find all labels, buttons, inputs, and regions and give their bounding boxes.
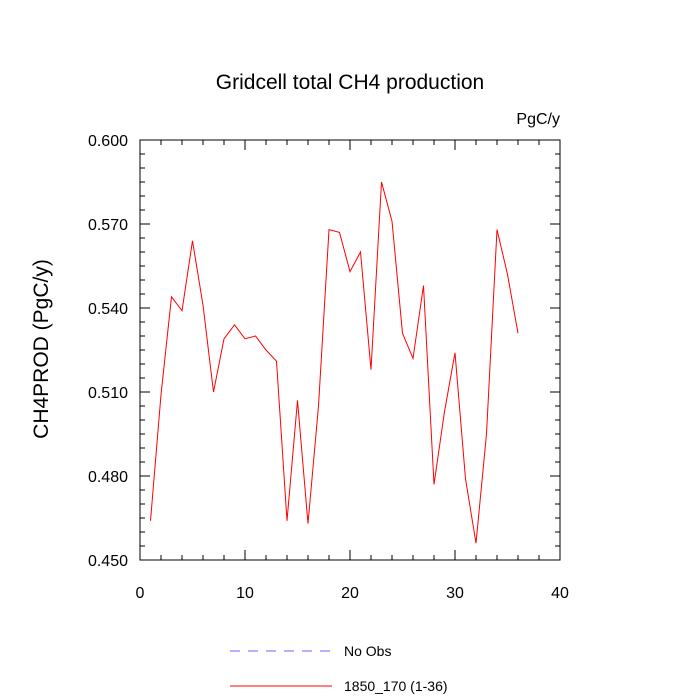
series-line — [150, 181, 519, 544]
tick-labels: 0 10 20 30 40 0.450 0.480 0.510 0.540 0.570 0.600 — [88, 133, 569, 602]
legend-label: No Obs — [344, 643, 391, 659]
x-tick-label: 10 — [236, 585, 254, 602]
y-tick-label: 0.540 — [88, 301, 128, 318]
axis-ticks — [139, 139, 561, 561]
units-label: PgC/y — [516, 111, 560, 128]
x-tick-label: 0 — [136, 585, 145, 602]
x-tick-label: 30 — [446, 585, 464, 602]
y-axis-label: CH4PROD (PgC/y) — [30, 259, 53, 439]
chart-title: Gridcell total CH4 production — [216, 71, 484, 94]
plot-frame — [139, 139, 561, 561]
y-tick-label: 0.600 — [88, 133, 128, 150]
y-tick-label: 0.450 — [88, 553, 128, 570]
y-tick-label: 0.570 — [88, 217, 128, 234]
y-tick-label: 0.480 — [88, 469, 128, 486]
x-tick-label: 20 — [341, 585, 359, 602]
legend: No Obs 1850_170 (1-36) — [230, 643, 448, 694]
y-tick-label: 0.510 — [88, 385, 128, 402]
x-tick-label: 40 — [551, 585, 569, 602]
series-group — [150, 181, 519, 544]
legend-label: 1850_170 (1-36) — [344, 678, 448, 694]
